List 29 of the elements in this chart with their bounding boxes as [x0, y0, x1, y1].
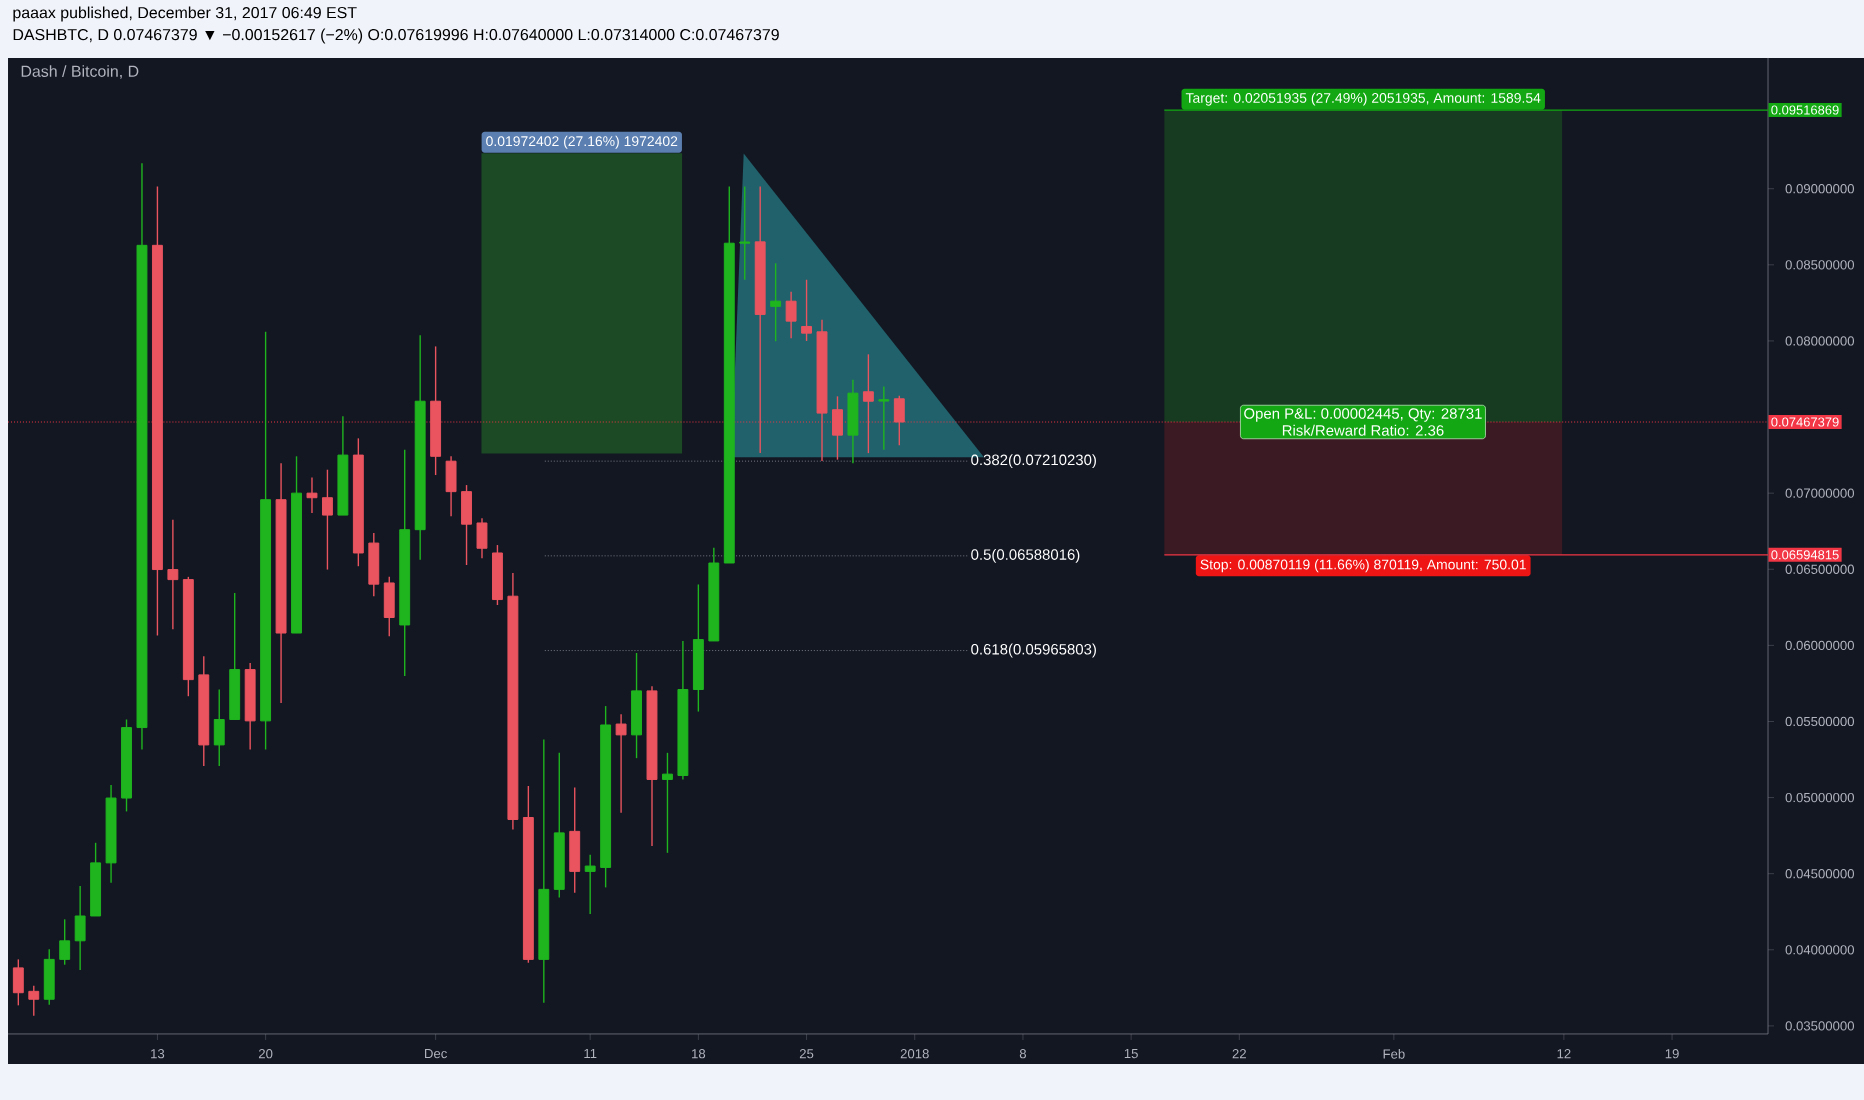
candlestick — [445, 455, 457, 517]
candlestick — [662, 752, 673, 854]
candlestick — [368, 532, 380, 597]
candlestick — [832, 395, 843, 461]
candlestick — [461, 484, 472, 566]
candlestick — [615, 713, 627, 814]
candlestick — [801, 279, 812, 342]
candlestick — [476, 517, 488, 559]
candlestick — [893, 395, 905, 447]
candlestick — [785, 291, 797, 340]
candlestick — [321, 469, 333, 571]
candlestick — [739, 185, 751, 281]
candlestick — [59, 918, 71, 966]
candlestick — [631, 652, 642, 759]
candlestick — [492, 544, 503, 606]
candlestick — [847, 379, 859, 464]
candlestick — [213, 688, 225, 767]
candlestick — [383, 576, 395, 637]
candlestick — [306, 476, 318, 514]
candlestick — [569, 786, 581, 894]
candlestick — [862, 353, 874, 454]
candlestick — [584, 854, 596, 915]
candlestick — [43, 948, 55, 1006]
candlestick — [12, 958, 24, 1007]
candlestick — [167, 518, 179, 630]
candlestick — [74, 885, 86, 971]
candlestick — [878, 385, 890, 451]
candlestick — [28, 985, 40, 1017]
candlestick — [770, 262, 782, 342]
